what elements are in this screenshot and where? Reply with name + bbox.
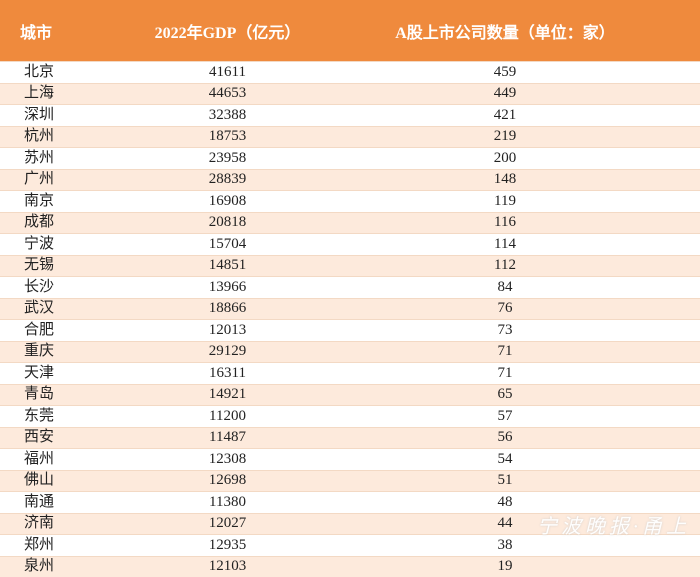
count-cell: 119 (310, 191, 700, 213)
city-cell: 西安 (0, 427, 145, 449)
count-cell: 65 (310, 384, 700, 406)
city-cell: 泉州 (0, 556, 145, 577)
header-cell: A股上市公司数量（单位：家） (310, 0, 700, 62)
gdp-cell: 44653 (145, 83, 310, 105)
city-cell: 上海 (0, 83, 145, 105)
gdp-cell: 14921 (145, 384, 310, 406)
gdp-cell: 11200 (145, 406, 310, 428)
count-cell: 459 (310, 62, 700, 84)
gdp-cell: 14851 (145, 255, 310, 277)
city-cell: 南通 (0, 492, 145, 514)
count-cell: 112 (310, 255, 700, 277)
count-cell: 84 (310, 277, 700, 299)
gdp-cell: 18753 (145, 126, 310, 148)
count-cell: 19 (310, 556, 700, 577)
count-cell: 421 (310, 105, 700, 127)
city-cell: 杭州 (0, 126, 145, 148)
city-cell: 重庆 (0, 341, 145, 363)
gdp-cell: 13966 (145, 277, 310, 299)
city-cell: 东莞 (0, 406, 145, 428)
gdp-cell: 16311 (145, 363, 310, 385)
count-cell: 76 (310, 298, 700, 320)
count-cell: 57 (310, 406, 700, 428)
count-cell: 114 (310, 234, 700, 256)
count-cell: 54 (310, 449, 700, 471)
gdp-cell: 11487 (145, 427, 310, 449)
city-cell: 深圳 (0, 105, 145, 127)
gdp-cell: 12103 (145, 556, 310, 577)
count-cell: 51 (310, 470, 700, 492)
count-cell: 71 (310, 341, 700, 363)
count-cell: 219 (310, 126, 700, 148)
count-cell: 56 (310, 427, 700, 449)
count-cell: 71 (310, 363, 700, 385)
city-cell: 成都 (0, 212, 145, 234)
gdp-cell: 16908 (145, 191, 310, 213)
city-cell: 苏州 (0, 148, 145, 170)
city-cell: 青岛 (0, 384, 145, 406)
count-cell: 116 (310, 212, 700, 234)
gdp-cell: 20818 (145, 212, 310, 234)
header-cell: 城市 (0, 0, 145, 62)
header-cell: 2022年GDP（亿元） (145, 0, 310, 62)
gdp-cell: 12027 (145, 513, 310, 535)
count-cell: 200 (310, 148, 700, 170)
city-cell: 济南 (0, 513, 145, 535)
gdp-cell: 32388 (145, 105, 310, 127)
gdp-cell: 11380 (145, 492, 310, 514)
city-cell: 宁波 (0, 234, 145, 256)
city-cell: 福州 (0, 449, 145, 471)
gdp-cell: 23958 (145, 148, 310, 170)
gdp-cell: 12698 (145, 470, 310, 492)
city-cell: 南京 (0, 191, 145, 213)
count-cell: 73 (310, 320, 700, 342)
city-cell: 长沙 (0, 277, 145, 299)
city-cell: 天津 (0, 363, 145, 385)
gdp-cell: 29129 (145, 341, 310, 363)
gdp-cell: 12308 (145, 449, 310, 471)
gdp-cell: 18866 (145, 298, 310, 320)
gdp-cell: 12013 (145, 320, 310, 342)
gdp-cell: 28839 (145, 169, 310, 191)
watermark: 宁波晚报·甬上 (537, 510, 690, 539)
gdp-cell: 15704 (145, 234, 310, 256)
city-cell: 武汉 (0, 298, 145, 320)
count-cell: 148 (310, 169, 700, 191)
city-cell: 无锡 (0, 255, 145, 277)
city-cell: 佛山 (0, 470, 145, 492)
count-cell: 449 (310, 83, 700, 105)
header-row: 城市 2022年GDP（亿元） A股上市公司数量（单位：家） (0, 0, 700, 62)
city-cell: 广州 (0, 169, 145, 191)
city-cell: 合肥 (0, 320, 145, 342)
city-cell: 北京 (0, 62, 145, 84)
gdp-cell: 41611 (145, 62, 310, 84)
